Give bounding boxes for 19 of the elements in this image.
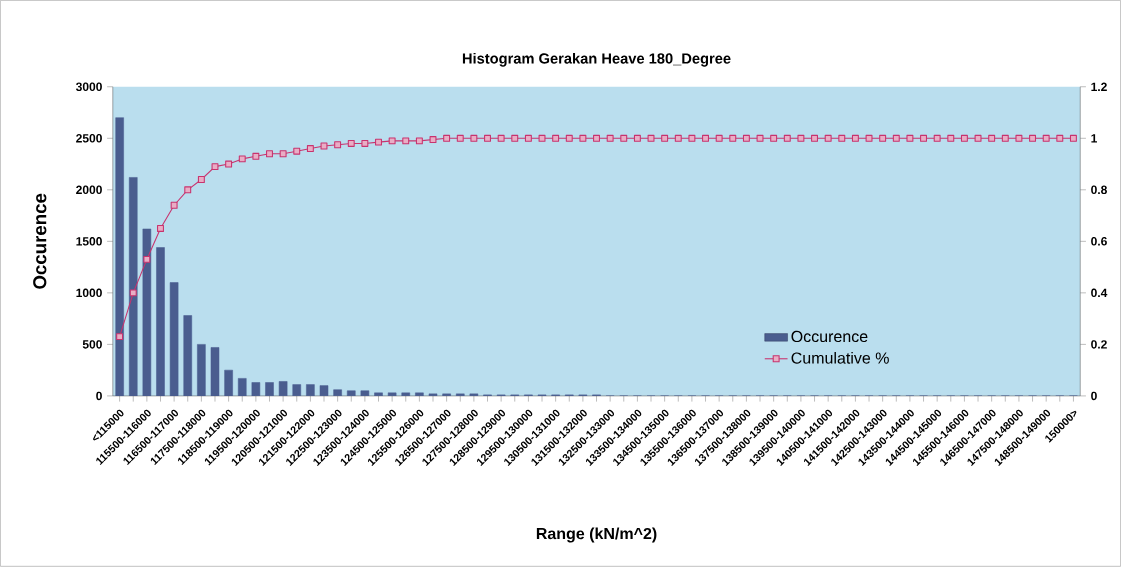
y-tick-label: 0 bbox=[96, 391, 102, 401]
y2-tick-label: 0.8 bbox=[1091, 185, 1107, 195]
chart-title: Histogram Gerakan Heave 180_Degree bbox=[462, 53, 731, 67]
y2-tick-label: 1.2 bbox=[1091, 82, 1107, 92]
y-tick-label: 3000 bbox=[75, 82, 102, 92]
y-axis-title: Occurence bbox=[33, 193, 47, 289]
legend-label: Cumulative % bbox=[791, 352, 889, 364]
x-axis-title: Range (kN/m^2) bbox=[536, 527, 657, 543]
y2-tick-label: 0.6 bbox=[1091, 237, 1107, 246]
y-tick-label: 500 bbox=[82, 340, 102, 349]
y-tick-label: 1000 bbox=[76, 288, 102, 298]
y-tick-label: 2000 bbox=[76, 185, 102, 195]
legend-label: Occurence bbox=[791, 330, 868, 343]
y-tick-label: 2500 bbox=[76, 134, 102, 143]
y2-tick-label: 0.4 bbox=[1091, 288, 1108, 298]
y2-tick-label: 1 bbox=[1091, 134, 1097, 143]
y-tick-label: 1500 bbox=[76, 237, 102, 246]
y2-tick-label: 0 bbox=[1091, 391, 1097, 401]
y2-tick-label: 0.2 bbox=[1091, 340, 1107, 349]
